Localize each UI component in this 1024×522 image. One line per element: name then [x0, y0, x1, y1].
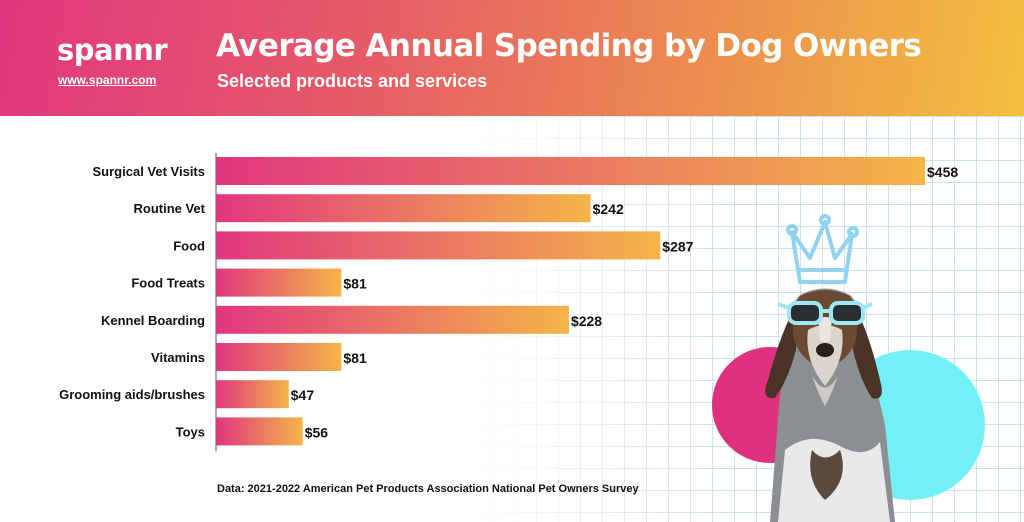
- category-label: Grooming aids/brushes: [59, 387, 205, 402]
- chart-subtitle: Selected products and services: [217, 71, 488, 91]
- data-label: $81: [343, 276, 367, 292]
- bar: [216, 380, 289, 409]
- category-label: Kennel Boarding: [101, 313, 205, 328]
- data-source-note: Data: 2021-2022 American Pet Products As…: [217, 483, 639, 495]
- website-link[interactable]: www.spannr.com: [58, 73, 157, 87]
- chart-title: Average Annual Spending by Dog Owners: [216, 28, 922, 64]
- bar: [216, 417, 303, 446]
- bar: [216, 157, 925, 185]
- crown-icon: [786, 214, 859, 284]
- bar: [216, 305, 569, 334]
- dog-icon: [765, 288, 895, 522]
- dog-illustration: [712, 214, 985, 522]
- data-label: $458: [927, 164, 958, 180]
- data-label: $47: [291, 387, 315, 403]
- category-label: Toys: [176, 424, 205, 439]
- data-label: $56: [305, 424, 329, 440]
- data-label: $81: [343, 350, 367, 366]
- data-label: $242: [593, 201, 624, 217]
- category-label: Food Treats: [131, 276, 205, 291]
- category-label: Surgical Vet Visits: [93, 164, 205, 179]
- bar: [216, 343, 342, 371]
- bar: [216, 194, 591, 223]
- category-label: Routine Vet: [133, 201, 205, 216]
- category-label: Vitamins: [151, 350, 205, 365]
- bar: [216, 268, 342, 297]
- category-label: Food: [173, 238, 205, 253]
- data-label: $228: [571, 313, 602, 329]
- header-banner: spannr www.spannr.com Average Annual Spe…: [0, 0, 1024, 116]
- data-label: $287: [662, 238, 693, 254]
- spannr-logo[interactable]: spannr: [57, 33, 168, 67]
- bar: [216, 231, 661, 260]
